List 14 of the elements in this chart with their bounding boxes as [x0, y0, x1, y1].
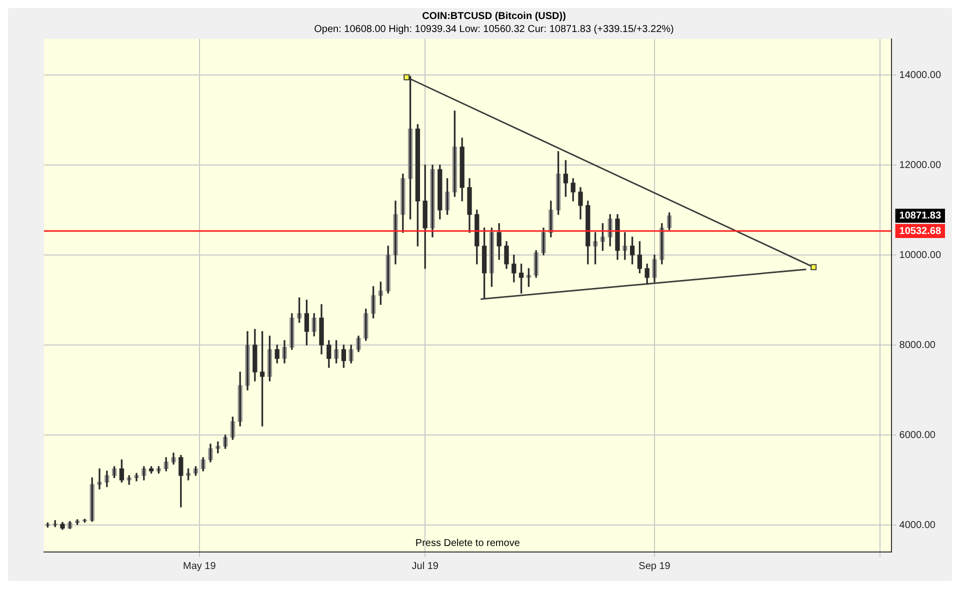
- x-tick-label: Sep 19: [638, 560, 671, 572]
- y-tick-label: 12000.00: [899, 160, 942, 171]
- annotation: Press Delete to remove: [415, 538, 520, 549]
- y-tick-label: 8000.00: [899, 340, 936, 351]
- chart-subtitle: Open: 10608.00 High: 10939.34 Low: 10560.32 Cur: 10871.83 (+339.15/+3.22%): [314, 24, 674, 35]
- chart-title: COIN:BTCUSD (Bitcoin (USD)): [422, 10, 566, 22]
- y-tick-label: 6000.00: [899, 430, 936, 441]
- ref-line-label: 10532.68: [899, 226, 942, 237]
- y-tick-label: 14000.00: [899, 70, 942, 81]
- y-tick-label: 10000.00: [899, 250, 942, 261]
- y-tick-label: 4000.00: [899, 520, 936, 531]
- x-tick-label: May 19: [183, 560, 216, 572]
- text: 10871.83: [899, 210, 942, 222]
- x-tick-label: Jul 19: [412, 560, 439, 572]
